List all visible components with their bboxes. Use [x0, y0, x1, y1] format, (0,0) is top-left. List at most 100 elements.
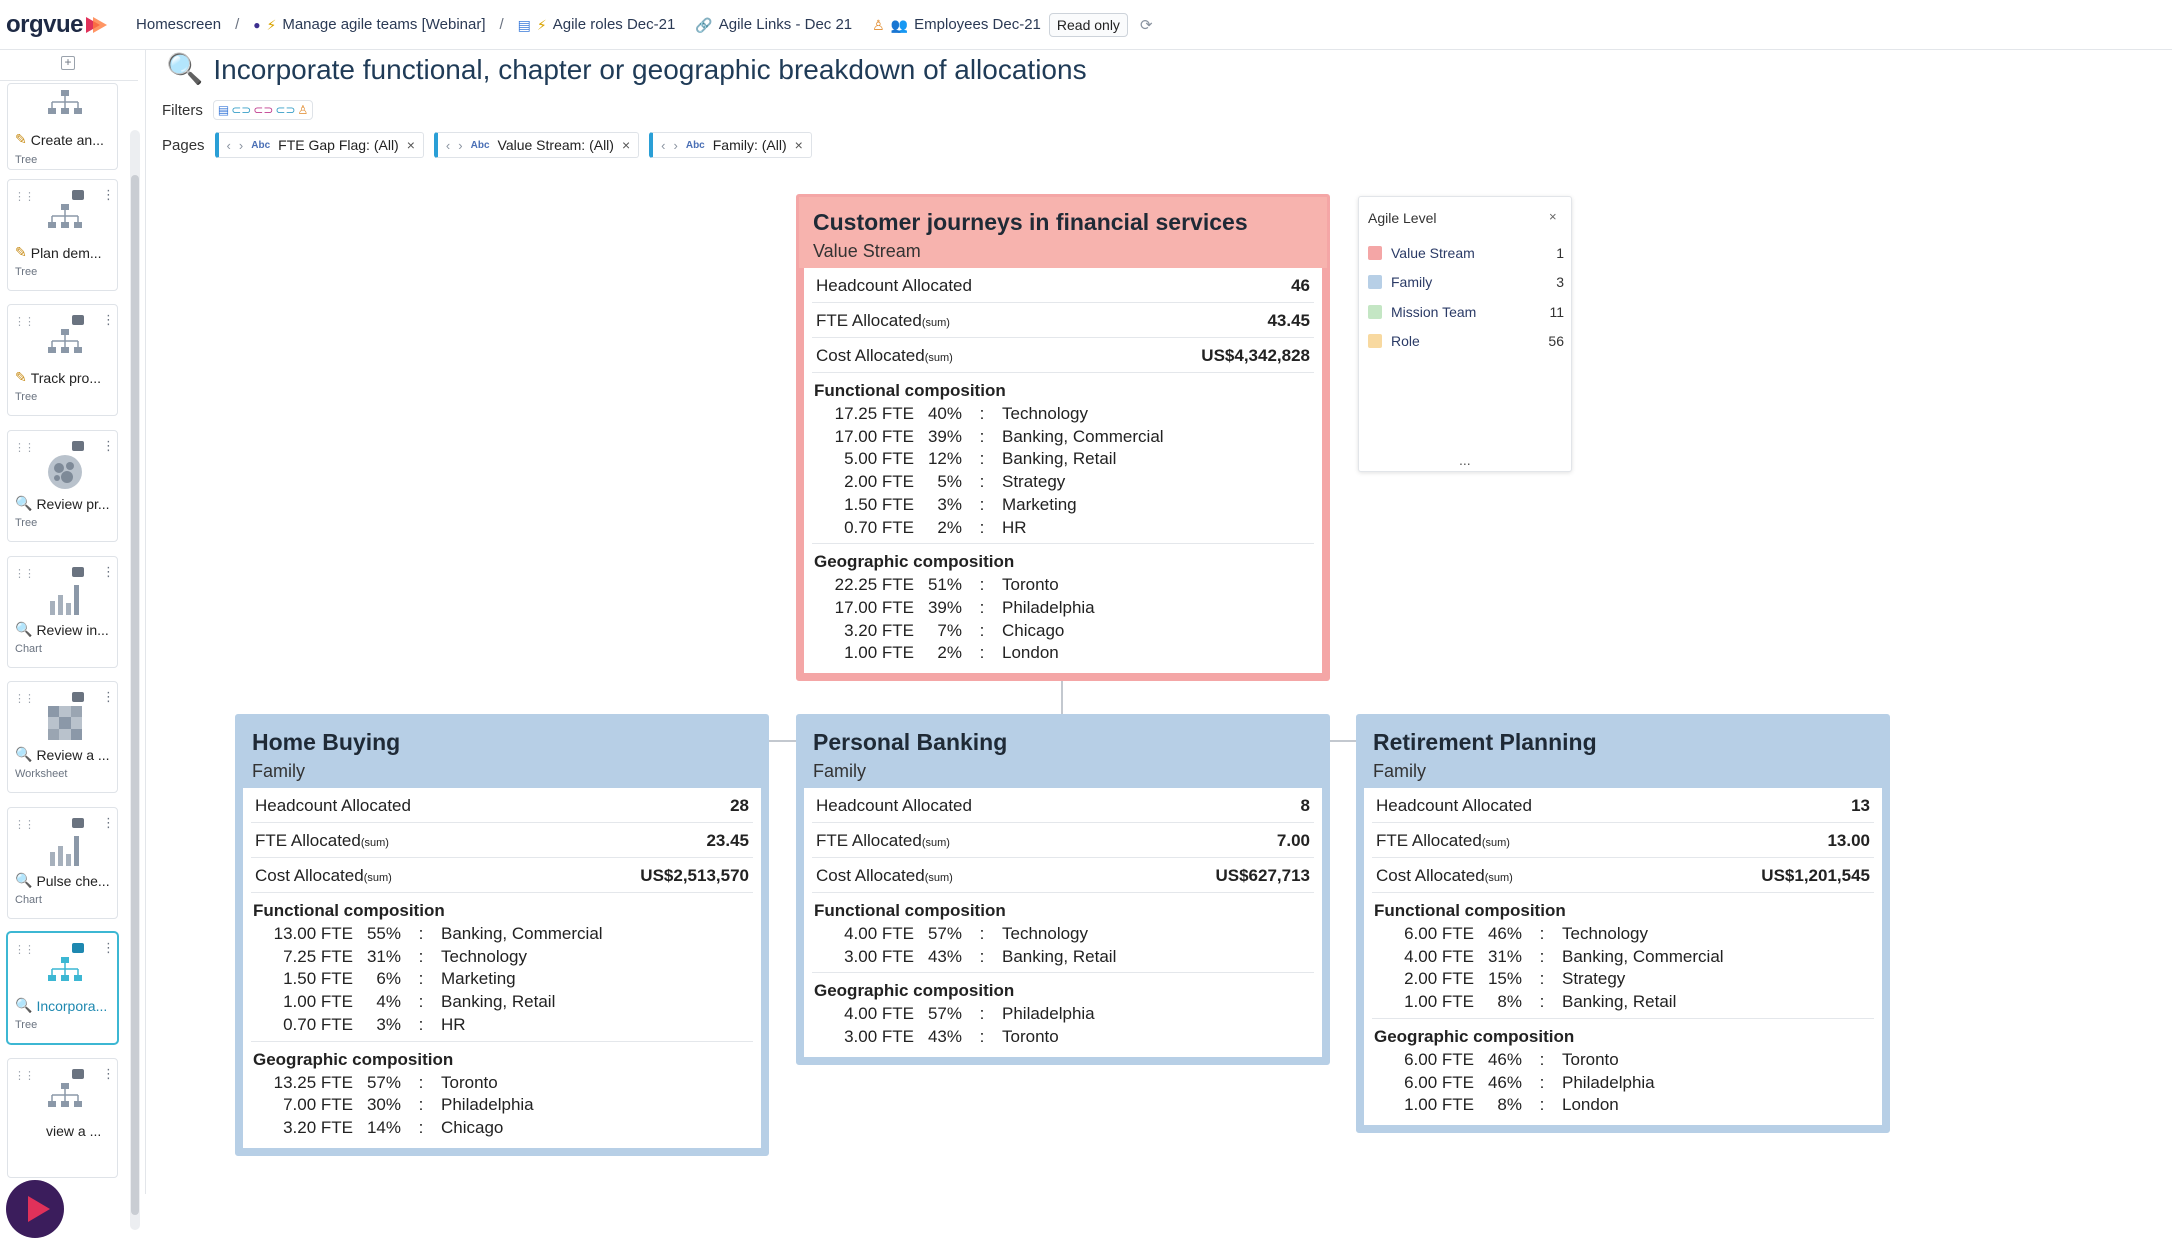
- drag-handle-icon[interactable]: ⋮⋮: [14, 1070, 35, 1082]
- sidebar-card[interactable]: ⋮⋮ ⋮ ✎ Track pro... Tree: [7, 304, 118, 416]
- comment-icon[interactable]: [72, 567, 84, 577]
- composition-fte: 17.00 FTE: [834, 597, 914, 617]
- composition-fte: 1.00 FTE: [844, 643, 914, 663]
- chevron-left-icon[interactable]: ‹: [445, 137, 451, 153]
- drag-handle-icon[interactable]: ⋮⋮: [14, 568, 35, 580]
- more-options-icon[interactable]: ⋮: [102, 815, 115, 830]
- sidebar-scrollbar-thumb[interactable]: [131, 175, 139, 1215]
- sidebar-card[interactable]: ⋮⋮ ⋮ 🔍 Review pr... Tree: [7, 430, 118, 542]
- bar-chart-thumbnail-icon: [50, 836, 79, 866]
- orgvue-logo[interactable]: orgvue: [6, 11, 108, 39]
- comment-icon[interactable]: [72, 315, 84, 325]
- drag-handle-icon[interactable]: ⋮⋮: [14, 693, 35, 705]
- comment-icon[interactable]: [72, 818, 84, 828]
- card-label: Plan dem...: [30, 244, 102, 261]
- link-icon: ⊂⊃: [275, 103, 296, 117]
- close-icon[interactable]: ×: [1549, 209, 1557, 224]
- comment-icon[interactable]: [72, 190, 84, 200]
- composition-fte: 4.00 FTE: [844, 924, 914, 943]
- legend-swatch: [1368, 275, 1382, 289]
- more-options-icon[interactable]: ⋮: [102, 940, 115, 955]
- sidebar-card[interactable]: ✎ Create an... Tree: [7, 83, 118, 170]
- tree-thumbnail-icon: [48, 957, 82, 981]
- composition-separator: :: [979, 1027, 985, 1047]
- drag-handle-icon[interactable]: ⋮⋮: [14, 944, 35, 956]
- sidebar-card[interactable]: ⋮⋮ ⋮ 🔍 Review a ... Worksheet: [7, 681, 118, 793]
- legend-item[interactable]: Value Stream 1: [1368, 245, 1564, 261]
- assistant-launcher-icon[interactable]: [6, 1180, 64, 1238]
- composition-fte: 3.00 FTE: [844, 946, 914, 966]
- add-view-icon[interactable]: +: [61, 56, 75, 70]
- metric-label-text: FTE Allocated: [816, 311, 922, 330]
- crumb-dataset-employees[interactable]: ♙ 👥 Employees Dec-21: [872, 16, 1041, 33]
- more-options-icon[interactable]: ⋮: [102, 1066, 115, 1081]
- link-icon: ⊂⊃: [253, 103, 274, 117]
- legend-item[interactable]: Family 3: [1368, 274, 1564, 290]
- composition-separator: :: [1539, 1072, 1545, 1092]
- legend-more-icon[interactable]: ...: [1459, 452, 1471, 468]
- legend-item[interactable]: Role 56: [1368, 333, 1564, 349]
- drag-handle-icon[interactable]: ⋮⋮: [14, 191, 35, 203]
- chevron-right-icon[interactable]: ›: [458, 137, 463, 153]
- composition-separator: :: [418, 1095, 424, 1115]
- crumb-homescreen[interactable]: Homescreen: [136, 16, 222, 33]
- metric-sum-note: (sum): [924, 872, 953, 884]
- sidebar-card-active[interactable]: ⋮⋮ ⋮ 🔍 Incorpora... Tree: [7, 932, 118, 1044]
- more-options-icon[interactable]: ⋮: [102, 438, 115, 453]
- composition-fte: 22.25 FTE: [834, 575, 914, 595]
- tree-node-family[interactable]: Home Buying Family Headcount Allocated 28 FT…: [235, 714, 769, 1156]
- legend-swatch: [1368, 334, 1382, 348]
- node-header: Retirement Planning Family: [1359, 717, 1887, 788]
- close-icon[interactable]: ×: [794, 137, 803, 153]
- drag-handle-icon[interactable]: ⋮⋮: [14, 442, 35, 454]
- drag-handle-icon[interactable]: ⋮⋮: [14, 316, 35, 328]
- composition-fte: 3.20 FTE: [283, 1117, 353, 1137]
- page-filter-pill[interactable]: ‹ › Abc Value Stream: (All) ×: [433, 132, 640, 158]
- tree-node-family[interactable]: Personal Banking Family Headcount Allocate…: [796, 714, 1330, 1065]
- more-options-icon[interactable]: ⋮: [102, 187, 115, 202]
- sidebar-card[interactable]: ⋮⋮ ⋮ view a ...: [7, 1058, 118, 1178]
- legend-item[interactable]: Mission Team 11: [1368, 304, 1564, 320]
- tree-node-family[interactable]: Retirement Planning Family Headcount Alloc…: [1356, 714, 1890, 1133]
- chevron-right-icon[interactable]: ›: [673, 137, 678, 153]
- drag-handle-icon[interactable]: ⋮⋮: [14, 819, 35, 831]
- node-body: Headcount Allocated 28 FTE Allocated(sum) 2…: [243, 788, 761, 1148]
- metric-value: 8: [1300, 796, 1310, 815]
- refresh-icon[interactable]: ⟳: [1139, 16, 1153, 34]
- crumb-dataset-roles[interactable]: ▤ ⚡ Agile roles Dec-21: [518, 16, 676, 33]
- crumb-project[interactable]: ● ⚡ Manage agile teams [Webinar]: [253, 16, 485, 33]
- more-options-icon[interactable]: ⋮: [102, 312, 115, 327]
- crumb-dataset-links[interactable]: 🔗 Agile Links - Dec 21: [695, 16, 852, 33]
- composition-row: 22.25 FTE 51%: Toronto: [812, 574, 1314, 597]
- metric-headcount: Headcount Allocated 8: [812, 788, 1314, 823]
- comment-icon[interactable]: [72, 692, 84, 702]
- tree-node-value-stream[interactable]: Customer journeys in financial services V…: [796, 194, 1330, 682]
- sidebar-card[interactable]: ⋮⋮ ⋮ 🔍 Pulse che... Chart: [7, 807, 118, 919]
- text-type-icon: Abc: [470, 139, 490, 151]
- sidebar-card[interactable]: ⋮⋮ ⋮ 🔍 Review in... Chart: [7, 556, 118, 668]
- composition-row: 4.00 FTE 57%: Philadelphia: [812, 1003, 1314, 1026]
- composition-percent: 3%: [376, 1014, 401, 1034]
- chevron-left-icon[interactable]: ‹: [226, 137, 231, 153]
- comment-icon[interactable]: [72, 441, 84, 451]
- legend-item-label: Value Stream: [1391, 245, 1475, 261]
- filter-dataset-selector[interactable]: ▤ ⊂⊃ ⊂⊃ ⊂⊃ ♙: [212, 100, 314, 120]
- more-options-icon[interactable]: ⋮: [102, 564, 115, 579]
- comment-icon[interactable]: [72, 1069, 84, 1079]
- breadcrumb-separator: /: [235, 16, 240, 33]
- composition-percent: 40%: [927, 404, 962, 423]
- comment-icon[interactable]: [72, 943, 84, 953]
- composition-row: 1.50 FTE 3%: Marketing: [812, 494, 1314, 517]
- page-filter-pill[interactable]: ‹ › Abc FTE Gap Flag: (All) ×: [214, 132, 424, 158]
- sidebar-card[interactable]: ⋮⋮ ⋮ ✎ Plan dem... Tree: [7, 179, 118, 291]
- filters-label: Filters: [162, 101, 203, 119]
- close-icon[interactable]: ×: [406, 137, 415, 153]
- chevron-right-icon[interactable]: ›: [238, 137, 244, 153]
- geographic-composition-title: Geographic composition: [253, 1049, 454, 1069]
- page-filter-pill[interactable]: ‹ › Abc Family: (All) ×: [649, 132, 812, 158]
- close-icon[interactable]: ×: [621, 137, 631, 153]
- chevron-left-icon[interactable]: ‹: [661, 137, 666, 153]
- node-body: Headcount Allocated 8 FTE Allocated(sum) 7.…: [804, 788, 1322, 1057]
- more-options-icon[interactable]: ⋮: [102, 689, 115, 704]
- card-kind: Tree: [15, 517, 38, 529]
